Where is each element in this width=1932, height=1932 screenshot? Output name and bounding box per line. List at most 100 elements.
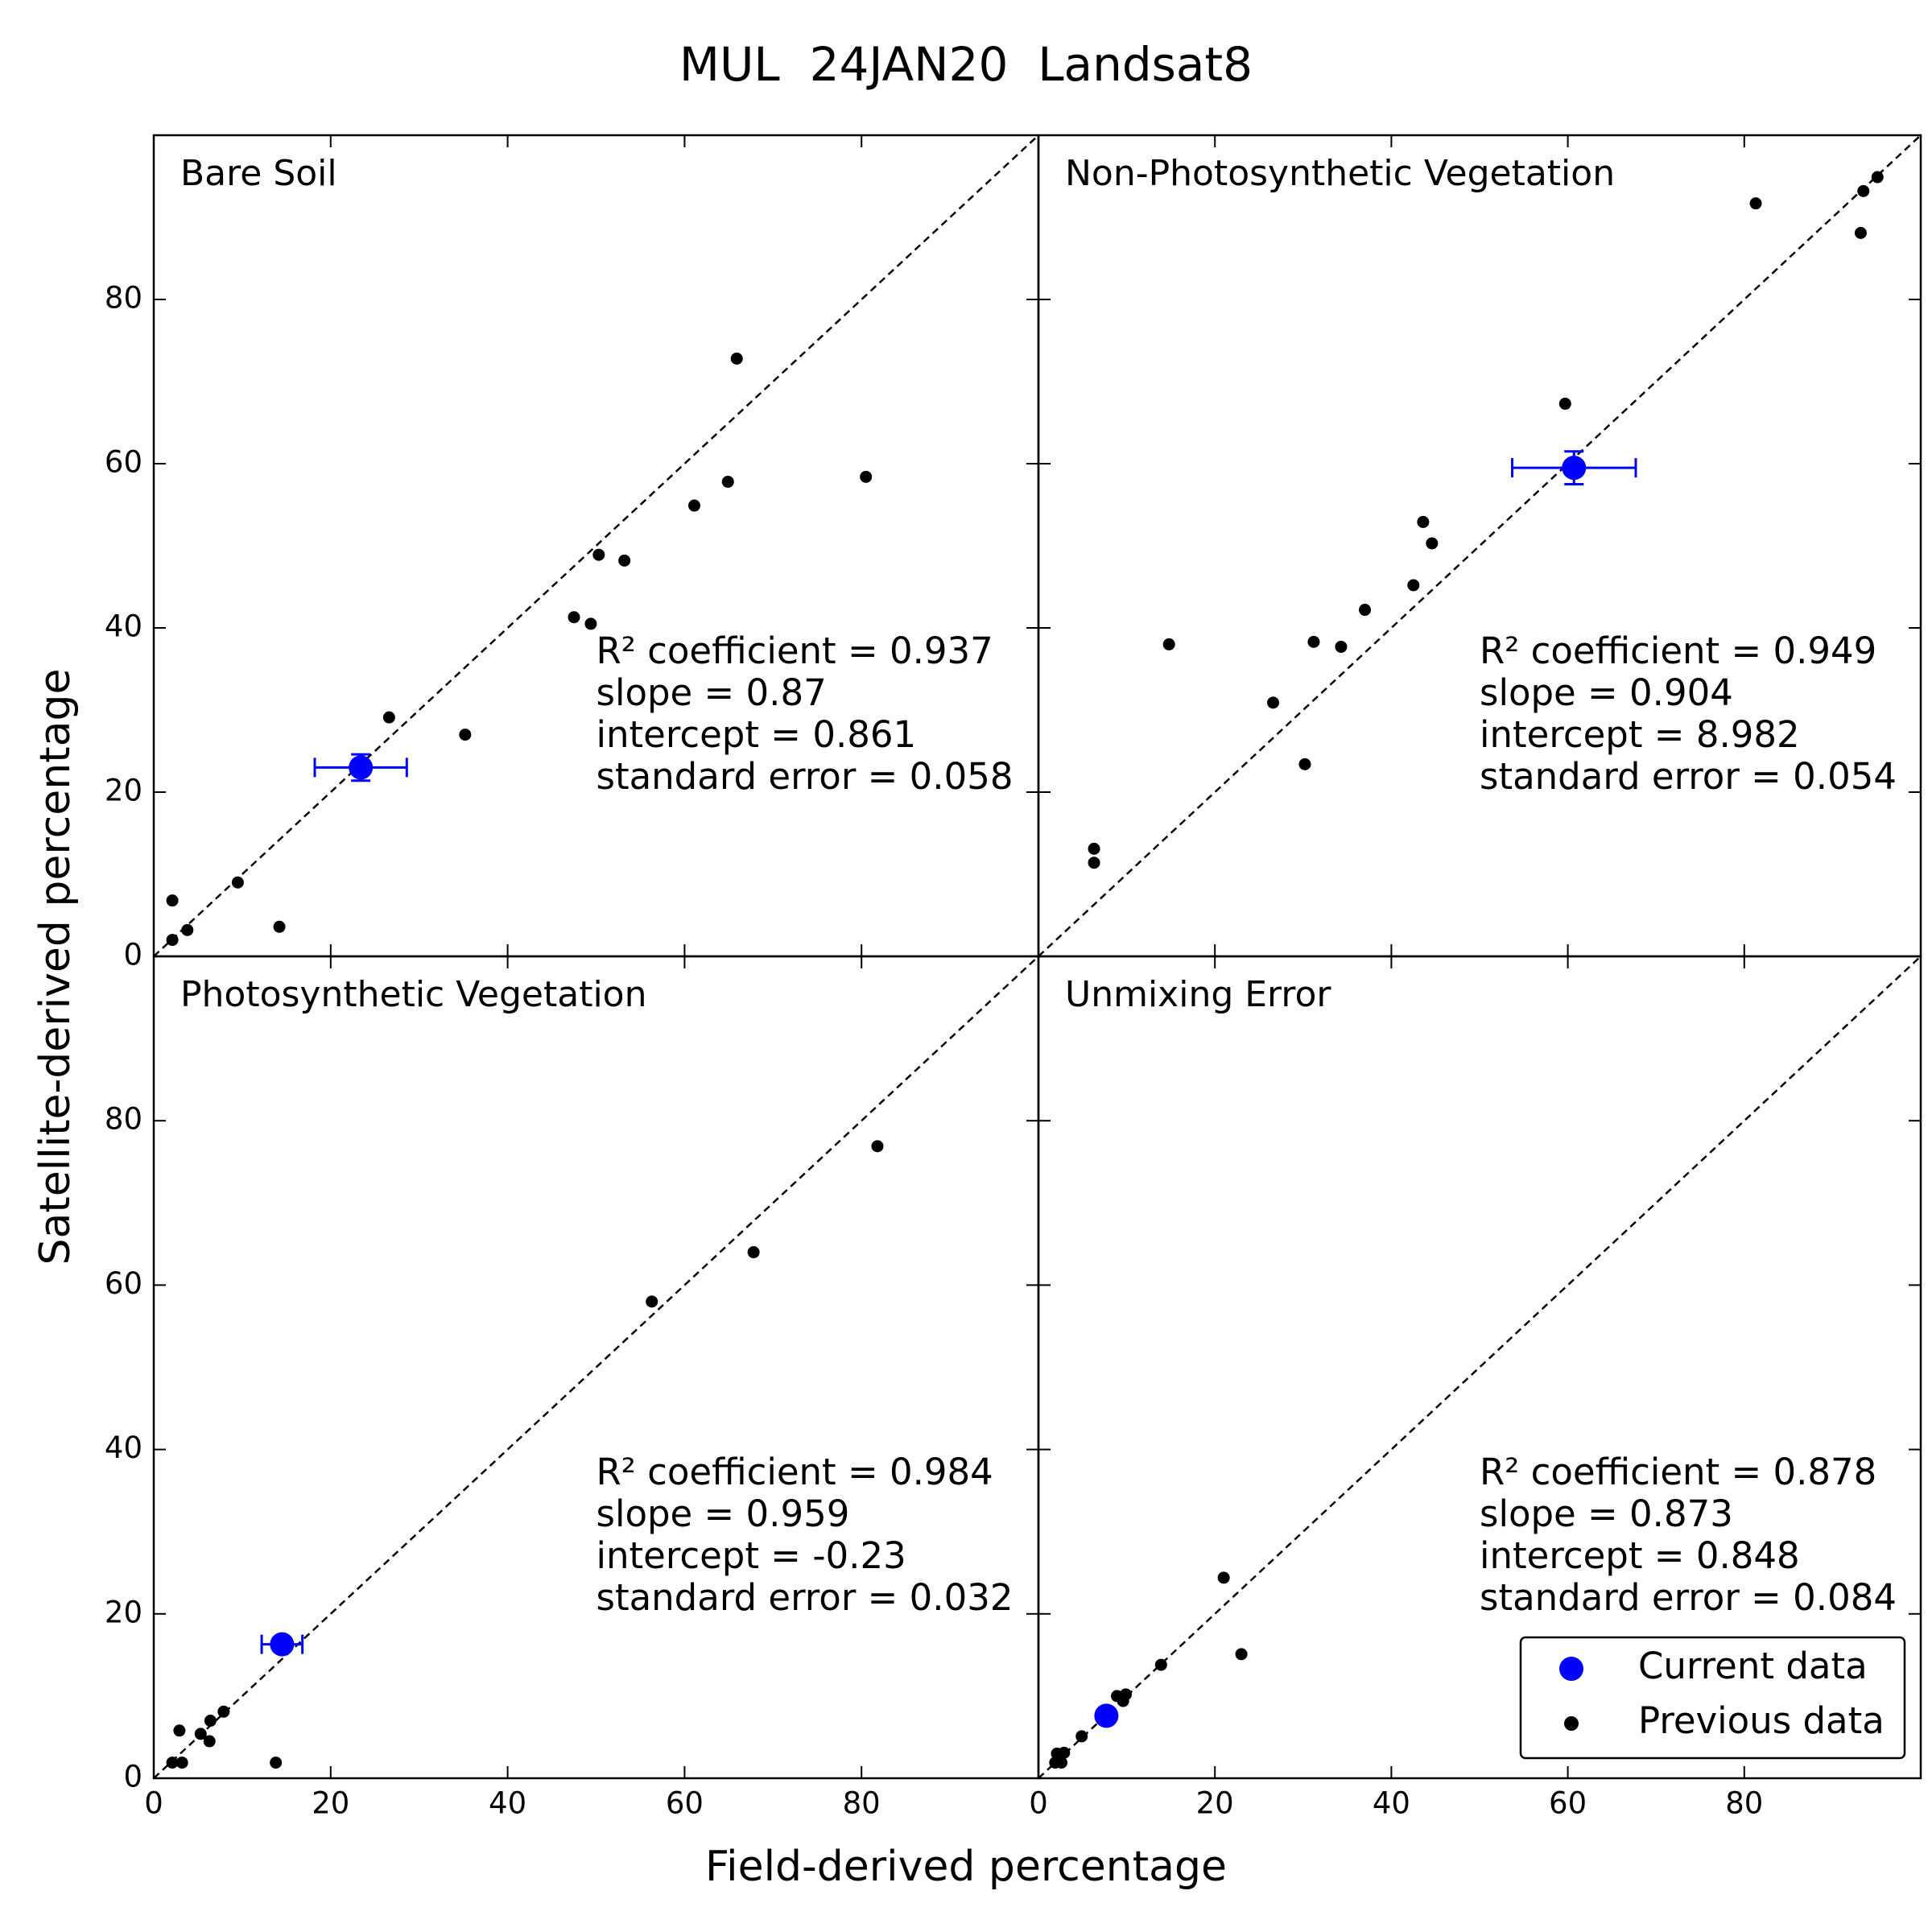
panel-title: Unmixing Error (1065, 974, 1331, 1015)
previous-point (1088, 842, 1100, 855)
previous-point (1075, 1730, 1088, 1743)
previous-point (1055, 1757, 1067, 1769)
previous-point (1162, 638, 1175, 650)
previous-point (568, 611, 580, 624)
legend-marker (1564, 1716, 1579, 1731)
panel-title: Bare Soil (180, 153, 337, 194)
previous-point (1871, 171, 1884, 184)
previous-point (592, 548, 605, 561)
figure-title: MUL 24JAN20 Landsat8 (679, 37, 1253, 92)
stats-annotation: standard error = 0.058 (597, 755, 1013, 798)
y-tick-label: 80 (105, 1102, 142, 1137)
previous-point (175, 1757, 188, 1769)
identity-line (153, 134, 1039, 957)
stats-annotation: R² coefficient = 0.949 (1480, 630, 1876, 672)
previous-point (747, 1246, 760, 1259)
y-tick-label: 0 (123, 938, 142, 972)
stats-annotation: intercept = 8.982 (1480, 713, 1800, 756)
previous-point (618, 554, 631, 567)
previous-point (1749, 197, 1762, 210)
stats-annotation: slope = 0.873 (1480, 1492, 1733, 1535)
x-tick-label: 20 (1196, 1786, 1234, 1821)
y-tick-label: 40 (105, 1430, 142, 1465)
previous-point (166, 1757, 179, 1769)
previous-point (1154, 1658, 1167, 1671)
stats-annotation: slope = 0.959 (597, 1492, 850, 1535)
previous-point (721, 475, 734, 488)
y-tick-label: 60 (105, 1266, 142, 1301)
stats-annotation: intercept = 0.861 (597, 713, 917, 756)
y-tick-label: 20 (105, 1595, 142, 1629)
y-tick-label: 60 (105, 445, 142, 480)
identity-line (153, 956, 1039, 1779)
previous-point (871, 1140, 884, 1153)
panel-title: Photosynthetic Vegetation (180, 974, 646, 1015)
x-tick-label: 60 (666, 1786, 704, 1821)
stats-annotation: intercept = -0.23 (597, 1534, 906, 1577)
previous-point (459, 729, 472, 741)
previous-point (584, 617, 597, 630)
stats-annotation: slope = 0.904 (1480, 671, 1733, 714)
y-axis-label: Satellite-derived percentage (31, 669, 80, 1265)
current-point (349, 755, 374, 780)
previous-point (1307, 635, 1320, 648)
panel-frame (1037, 955, 1922, 1780)
previous-point (1854, 226, 1867, 239)
previous-point (273, 920, 286, 933)
previous-point (1407, 579, 1420, 592)
stats-annotation: R² coefficient = 0.937 (597, 630, 993, 672)
stats-annotation: intercept = 0.848 (1480, 1534, 1800, 1577)
identity-line (1038, 134, 1922, 957)
stats-annotation: slope = 0.87 (597, 671, 827, 714)
x-tick-label: 0 (1029, 1786, 1048, 1821)
previous-point (1417, 515, 1430, 528)
legend-box (1519, 1636, 1906, 1760)
y-tick-label: 20 (105, 774, 142, 808)
x-tick-label: 80 (1725, 1786, 1763, 1821)
previous-point (860, 470, 873, 483)
previous-point (166, 894, 179, 907)
previous-point (730, 352, 743, 365)
previous-point (203, 1735, 216, 1748)
x-tick-label: 60 (1549, 1786, 1587, 1821)
x-tick-label: 80 (843, 1786, 881, 1821)
previous-point (1298, 758, 1311, 770)
stats-annotation: R² coefficient = 0.984 (597, 1451, 993, 1493)
previous-point (1120, 1688, 1133, 1701)
previous-point (204, 1715, 217, 1728)
stats-annotation: standard error = 0.054 (1480, 755, 1897, 798)
previous-point (382, 711, 395, 724)
current-point (270, 1632, 295, 1657)
previous-point (181, 923, 194, 936)
previous-point (270, 1757, 283, 1769)
previous-point (217, 1705, 230, 1718)
x-axis-label: Field-derived percentage (705, 1843, 1227, 1891)
previous-point (1558, 398, 1571, 411)
previous-point (231, 876, 244, 889)
stats-annotation: standard error = 0.032 (597, 1576, 1013, 1619)
y-tick-label: 80 (105, 281, 142, 316)
previous-point (166, 934, 179, 947)
legend-marker (1559, 1657, 1583, 1681)
previous-point (173, 1724, 186, 1737)
previous-point (1235, 1648, 1248, 1661)
y-tick-label: 0 (123, 1760, 142, 1794)
previous-point (646, 1295, 658, 1308)
previous-point (1426, 537, 1439, 550)
previous-point (1058, 1746, 1071, 1759)
y-tick-label: 40 (105, 609, 142, 644)
x-tick-label: 0 (144, 1786, 163, 1821)
previous-point (194, 1728, 207, 1740)
panel-title: Non-Photosynthetic Vegetation (1065, 153, 1615, 194)
previous-point (1335, 640, 1348, 653)
legend-label: Current data (1638, 1645, 1868, 1687)
stats-annotation: R² coefficient = 0.878 (1480, 1451, 1876, 1493)
x-tick-label: 20 (312, 1786, 349, 1821)
previous-point (687, 499, 700, 512)
previous-point (1857, 184, 1870, 197)
x-tick-label: 40 (489, 1786, 526, 1821)
identity-line (1038, 956, 1922, 1779)
current-point (1562, 456, 1587, 481)
stats-annotation: standard error = 0.084 (1480, 1576, 1897, 1619)
